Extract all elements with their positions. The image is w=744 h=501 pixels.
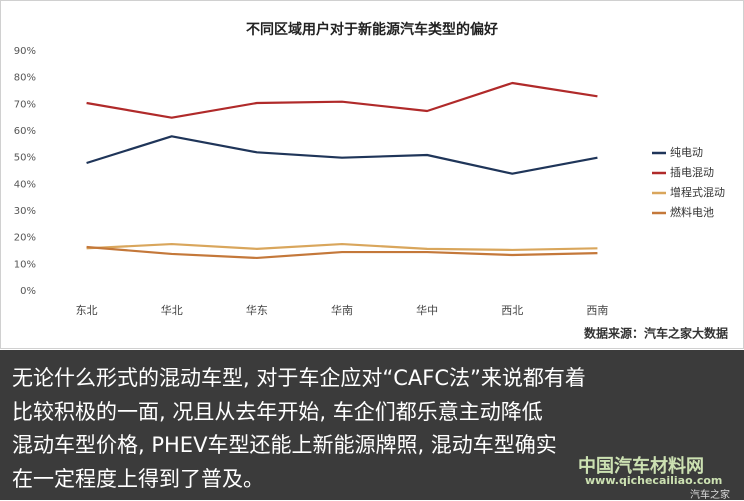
x-tick-label: 西南 — [586, 304, 608, 317]
legend-label: 增程式混动 — [670, 185, 725, 199]
series-line — [86, 135, 598, 175]
x-tick-label: 华东 — [246, 303, 268, 317]
y-tick-label: 50% — [14, 153, 36, 164]
y-tick-label: 60% — [14, 126, 36, 137]
source: 数据来源：汽车之家大数据 — [584, 326, 728, 341]
x-tick-label: 东北 — [76, 304, 98, 317]
legend-label: 插电混动 — [670, 165, 714, 179]
y-tick-label: 30% — [14, 206, 36, 217]
legend-label: 燃料电池 — [670, 205, 714, 219]
chart: 不同区域用户对于新能源汽车类型的偏好 数据来源：汽车之家大数据 0% 10% 20%… — [0, 0, 744, 349]
y-tick-label: 0% — [20, 286, 36, 297]
x-tick-label: 西北 — [501, 304, 523, 317]
x-tick-label: 华北 — [161, 303, 183, 317]
y-tick-label: 80% — [14, 73, 36, 84]
caption-line: 比较积极的一面, 况且从去年开始, 车企们都乐意主动降低 — [12, 400, 543, 424]
series-line — [86, 245, 598, 260]
x-tick-label: 华中 — [416, 303, 438, 317]
chart-frame — [0, 0, 744, 349]
y-tick-label: 40% — [14, 179, 36, 190]
caption-line: 混动车型价格, PHEV车型还能上新能源牌照, 混动车型确实 — [12, 433, 557, 457]
watermark-site: 中国汽车材料网 — [578, 456, 704, 477]
watermark-url: www.qichecailiao.com — [585, 474, 723, 487]
legend-label: 纯电动 — [670, 146, 703, 159]
x-tick-label: 华南 — [331, 303, 353, 317]
caption: 无论什么形式的混动车型, 对于车企应对“CAFC法”来说都有着 比较积极的一面,… — [0, 350, 744, 500]
series-line — [86, 242, 598, 252]
y-tick-label: 70% — [14, 99, 36, 110]
y-tick-label: 90% — [14, 46, 36, 57]
y-tick-label: 20% — [14, 233, 36, 244]
caption-line: 无论什么形式的混动车型, 对于车企应对“CAFC法”来说都有着 — [12, 366, 586, 390]
caption-line: 在一定程度上得到了普及。 — [12, 467, 264, 491]
watermark-brand: 汽车之家 — [690, 490, 730, 501]
chart-title: 不同区域用户对于新能源汽车类型的偏好 — [246, 21, 498, 38]
y-tick-label: 10% — [14, 259, 36, 270]
series-line — [86, 81, 598, 119]
